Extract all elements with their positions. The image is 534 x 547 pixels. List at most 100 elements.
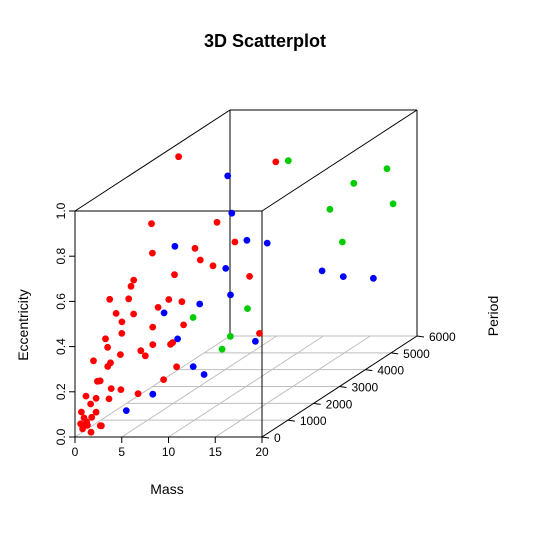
data-point bbox=[350, 179, 358, 187]
y-tick-mark bbox=[313, 402, 321, 405]
data-point bbox=[209, 262, 217, 270]
y-tick-label: 3000 bbox=[352, 381, 379, 395]
z-tick-label: 0.8 bbox=[54, 248, 68, 265]
x-tick-label: 20 bbox=[255, 445, 269, 459]
data-point bbox=[218, 345, 226, 353]
y-tick-label: 6000 bbox=[429, 330, 456, 344]
x-axis-label: Mass bbox=[150, 481, 183, 497]
y-tick-label: 2000 bbox=[326, 397, 353, 411]
y-axis-label: Period bbox=[485, 296, 501, 336]
data-point bbox=[149, 341, 157, 348]
data-point bbox=[196, 256, 204, 264]
z-tick-label: 0.2 bbox=[54, 383, 68, 400]
box-edge bbox=[261, 109, 418, 212]
data-point bbox=[178, 298, 186, 306]
data-point bbox=[105, 395, 113, 403]
data-point bbox=[160, 376, 168, 383]
data-point bbox=[189, 363, 197, 370]
data-point bbox=[79, 425, 86, 433]
data-point bbox=[137, 347, 145, 355]
data-point bbox=[263, 239, 271, 247]
y-tick-mark bbox=[287, 419, 295, 422]
data-point bbox=[246, 273, 254, 280]
data-point bbox=[118, 330, 126, 337]
grid-line-x bbox=[74, 335, 231, 438]
x-tick-label: 15 bbox=[209, 445, 223, 459]
data-point bbox=[87, 400, 94, 408]
data-point bbox=[149, 249, 156, 257]
grid-line-x bbox=[214, 335, 371, 438]
x-tick-label: 5 bbox=[118, 445, 125, 459]
data-point bbox=[171, 242, 179, 250]
data-point bbox=[130, 310, 138, 318]
data-point bbox=[383, 165, 391, 173]
data-point bbox=[284, 157, 292, 165]
y-tick-mark bbox=[261, 436, 270, 439]
data-point bbox=[92, 394, 100, 402]
data-point bbox=[227, 291, 234, 299]
data-point bbox=[196, 300, 204, 308]
y-tick-label: 0 bbox=[274, 431, 281, 445]
y-tick-label: 4000 bbox=[377, 364, 404, 378]
data-point bbox=[200, 371, 208, 378]
z-tick-label: 0.6 bbox=[54, 293, 68, 310]
data-point bbox=[339, 273, 347, 280]
data-point bbox=[339, 238, 346, 246]
data-point bbox=[231, 238, 239, 246]
data-point bbox=[165, 296, 173, 303]
data-point bbox=[141, 352, 149, 360]
data-point bbox=[80, 414, 88, 422]
data-point bbox=[318, 267, 326, 275]
data-point bbox=[107, 385, 115, 392]
data-point bbox=[117, 386, 125, 393]
data-point bbox=[326, 205, 334, 213]
data-point bbox=[130, 276, 138, 284]
data-point bbox=[118, 318, 126, 326]
data-point bbox=[78, 408, 85, 416]
z-tick-label: 1.0 bbox=[54, 202, 68, 219]
z-tick-label: 0.0 bbox=[54, 428, 68, 445]
data-point bbox=[122, 407, 130, 414]
data-point bbox=[228, 209, 236, 217]
data-point bbox=[104, 343, 111, 351]
y-tick-label: 5000 bbox=[403, 347, 430, 361]
chart-title: 3D Scatterplot bbox=[204, 31, 326, 51]
data-point bbox=[213, 218, 221, 226]
y-tick-mark bbox=[391, 352, 399, 355]
data-point bbox=[149, 390, 157, 398]
data-point bbox=[88, 413, 96, 421]
x-tick-label: 0 bbox=[72, 445, 79, 459]
data-point bbox=[256, 330, 263, 337]
data-point bbox=[389, 200, 397, 208]
data-points bbox=[77, 153, 397, 436]
data-point bbox=[87, 428, 95, 436]
data-point bbox=[107, 359, 114, 367]
data-point bbox=[189, 314, 197, 321]
data-point bbox=[160, 309, 168, 317]
data-point bbox=[90, 357, 97, 365]
data-point bbox=[106, 295, 114, 303]
axis-ticks: 0 5 10 15 20 0.0 0.2 0.4 0.6 0.8 1.0 0 1000 2000 3000 4… bbox=[54, 202, 456, 459]
data-point bbox=[102, 335, 109, 343]
z-axis-label: Eccentricity bbox=[15, 289, 31, 361]
data-point bbox=[252, 337, 259, 345]
data-point bbox=[84, 421, 91, 429]
data-point bbox=[243, 236, 251, 244]
data-point bbox=[82, 392, 90, 400]
data-point bbox=[98, 422, 105, 430]
data-point bbox=[117, 351, 124, 358]
data-point bbox=[167, 341, 174, 348]
data-point bbox=[272, 158, 280, 166]
data-point bbox=[222, 265, 230, 272]
z-tick-label: 0.4 bbox=[54, 338, 68, 355]
data-point bbox=[127, 282, 135, 290]
data-point bbox=[175, 153, 183, 161]
x-tick-label: 10 bbox=[162, 445, 176, 459]
data-point bbox=[149, 323, 157, 331]
data-point bbox=[227, 332, 234, 340]
grid-line-x bbox=[168, 335, 324, 438]
data-point bbox=[191, 244, 199, 252]
y-tick-mark bbox=[416, 335, 425, 338]
data-point bbox=[224, 172, 232, 180]
